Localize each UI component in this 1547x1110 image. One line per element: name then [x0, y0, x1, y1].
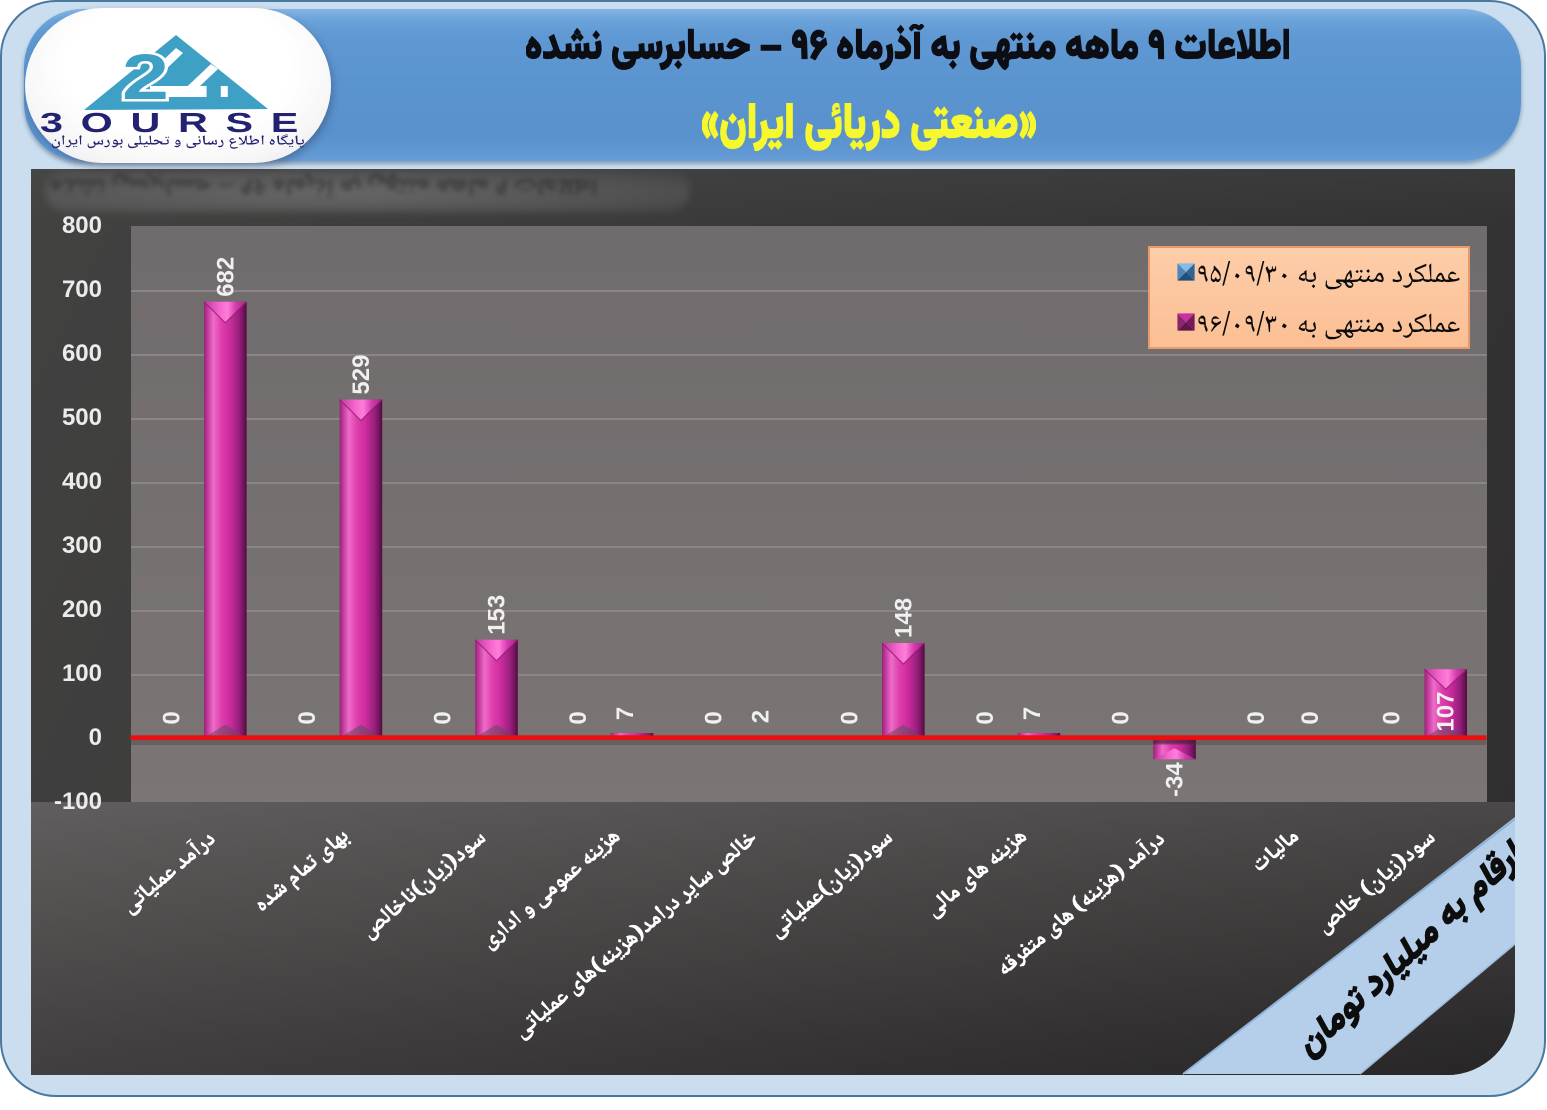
- svg-text:529: 529: [348, 355, 375, 395]
- svg-text:0: 0: [1243, 711, 1270, 724]
- svg-text:0: 0: [565, 711, 592, 724]
- svg-text:682: 682: [212, 257, 239, 297]
- svg-text:0: 0: [701, 711, 728, 724]
- svg-text:107: 107: [1433, 692, 1460, 732]
- svg-text:0: 0: [294, 711, 321, 724]
- svg-text:0: 0: [1379, 711, 1406, 724]
- svg-text:2: 2: [122, 41, 169, 113]
- svg-text:7: 7: [1019, 707, 1046, 720]
- svg-text:153: 153: [484, 595, 511, 635]
- svg-text:0: 0: [972, 711, 999, 724]
- svg-text:0: 0: [158, 711, 185, 724]
- svg-text:2: 2: [748, 710, 775, 723]
- svg-text:-34: -34: [1162, 762, 1189, 797]
- svg-text:148: 148: [890, 598, 917, 638]
- svg-text:7: 7: [612, 707, 639, 720]
- svg-text:0: 0: [1297, 711, 1324, 724]
- svg-text:3OURSE: 3OURSE: [40, 107, 316, 138]
- svg-text:0: 0: [430, 711, 457, 724]
- svg-text:0: 0: [836, 711, 863, 724]
- svg-text:0: 0: [1108, 711, 1135, 724]
